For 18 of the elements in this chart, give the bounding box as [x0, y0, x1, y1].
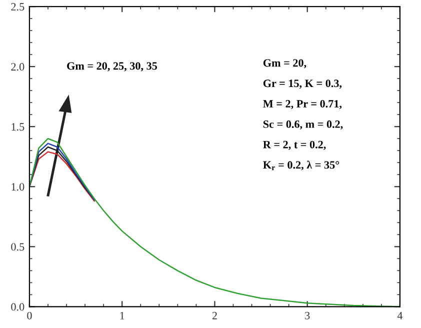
annotation: M = 2, Pr = 0.71,: [263, 100, 342, 110]
annotation: Gm = 20,: [263, 59, 306, 68]
y-tick-label: 0.0: [11, 303, 24, 311]
y-tick-label: 0.5: [11, 243, 24, 251]
x-tick-label: 0: [27, 312, 32, 320]
y-tick-label: 2.5: [11, 3, 24, 11]
annotation: Gm = 20, 25, 30, 35: [67, 62, 158, 72]
x-tick-label: 2: [212, 312, 217, 320]
y-tick-label: 1.5: [12, 123, 24, 131]
y-tick-label: 2.0: [11, 63, 24, 71]
annotation: Sc = 0.6, m = 0.2,: [263, 120, 343, 130]
y-tick-label: 1.0: [12, 183, 24, 191]
x-tick-label: 4: [397, 312, 403, 320]
annotation: R = 2, t = 0.2,: [263, 140, 326, 150]
x-tick-label: 1: [120, 312, 124, 320]
annotation: Gr = 15, K = 0.3,: [263, 80, 342, 89]
annotation: K$_{r}$ = 0.2, λ = 35°: [263, 160, 339, 170]
x-tick-label: 3: [305, 312, 310, 320]
